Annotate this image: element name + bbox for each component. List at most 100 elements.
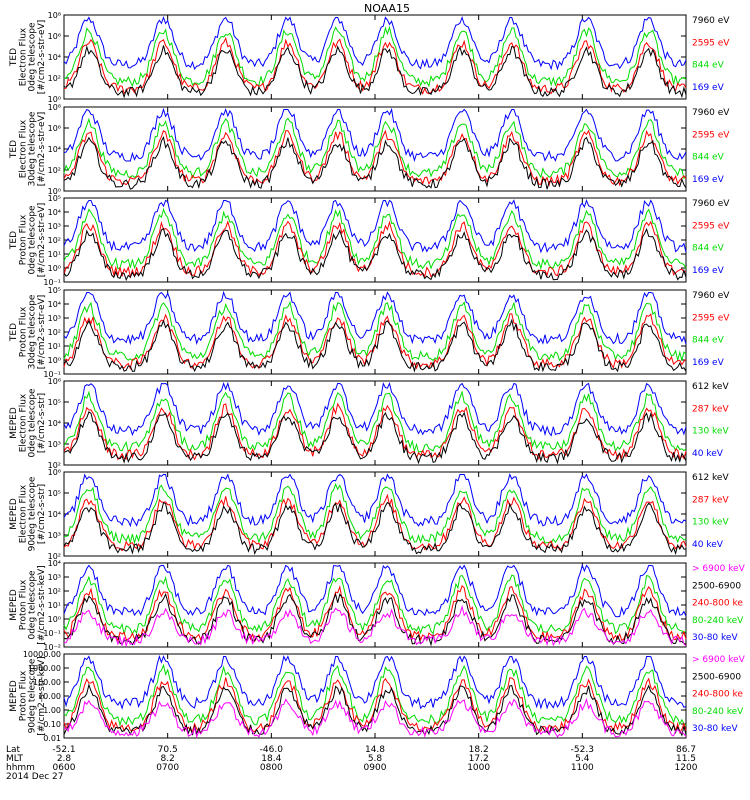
y-tick-label: 10²: [48, 74, 61, 83]
legend-entry: 240-800 ke: [692, 690, 743, 700]
y-axis-label: TEDElectron Flux30deg telescope[#/cm2-s-…: [9, 111, 47, 186]
trace-green: [63, 300, 687, 362]
y-tick-label: 10000.00: [23, 650, 61, 659]
y-axis-label: MEPEDElectron Flux0deg telescope[#/cm2-s…: [9, 388, 47, 458]
y-tick-label: 10⁴: [48, 300, 61, 309]
legend-entry: 2595 eV: [692, 313, 730, 323]
trace-blue: [63, 563, 687, 618]
footer-value: 14.8: [365, 745, 385, 755]
trace-black: [63, 501, 687, 556]
legend-entry: 287 keV: [692, 495, 729, 505]
trace-black: [63, 227, 687, 282]
legend-entry: 2595 eV: [692, 130, 730, 140]
legend-entry: 130 keV: [692, 427, 729, 437]
y-axis-label: TEDProton Flux30deg telescope[#/cm2-s-st…: [9, 294, 47, 369]
footer-value: 1100: [571, 763, 594, 773]
trace-red: [63, 402, 687, 461]
y-tick-label: 10⁻²: [43, 643, 61, 652]
footer-value: 5.4: [575, 754, 590, 764]
trace-blue: [63, 199, 687, 254]
legend-entry: 844 eV: [692, 244, 725, 254]
y-tick-label: 10⁰: [48, 95, 61, 104]
footer-value: -52.3: [571, 745, 594, 755]
y-tick-label: 10⁻¹: [43, 629, 61, 638]
y-tick-label: 10⁴: [48, 559, 61, 568]
y-tick-label: 10²: [48, 166, 61, 175]
legend-entry: 7960 eV: [692, 16, 730, 26]
legend-entry: 2595 eV: [692, 221, 730, 231]
trace-red: [63, 493, 687, 552]
footer-value: -52.1: [52, 745, 75, 755]
legend-entry: 40 keV: [692, 540, 724, 550]
trace-black: [63, 44, 687, 99]
y-tick-label: 10⁴: [48, 510, 61, 519]
y-tick-label: 10⁶: [48, 124, 61, 133]
footer-value: -46.0: [260, 745, 284, 755]
trace-green: [63, 207, 687, 271]
y-tick-label: 10⁶: [48, 377, 61, 386]
y-tick-label: 1000.00: [28, 664, 61, 673]
legend-entry: 169 eV: [692, 358, 725, 368]
y-tick-label: 10⁸: [48, 103, 61, 112]
y-tick-label: 10.00: [38, 692, 61, 701]
y-tick-label: 10⁶: [48, 32, 61, 41]
trace-green: [63, 482, 687, 545]
y-axis-label: MEPEDElectron Flux90deg telescope[#/cm2-…: [9, 476, 47, 551]
y-tick-label: 10⁰: [48, 356, 61, 365]
legend-entry: 169 eV: [692, 83, 725, 93]
figure-title: NOAA15: [364, 2, 410, 15]
y-tick-label: 10³: [48, 314, 61, 323]
footer-axis-labels: Lat -52.1 70.5 -46.0 14.8 18.2 -52.3 86.7 MLT 2.8…: [6, 745, 698, 782]
trace-blue: [63, 15, 687, 71]
legend-entry: 80-240 keV: [692, 707, 744, 717]
panel-8: 0.01 0.10 1.00 10.00 100.00 1000.00 10000.00ME…: [9, 650, 745, 743]
y-tick-label: 10³: [48, 531, 61, 540]
trace-green: [63, 574, 687, 635]
trace-red: [63, 313, 687, 371]
legend-entry: 30-80 keV: [692, 633, 738, 643]
y-tick-label: 10⁶: [48, 468, 61, 477]
y-tick-label: 10²: [48, 461, 61, 470]
legend-entry: 612 keV: [692, 473, 729, 483]
trace-green: [63, 25, 687, 88]
y-tick-label: 10⁴: [48, 53, 61, 62]
y-tick-label: 10²: [48, 587, 61, 596]
y-tick-label: 10⁰: [48, 615, 61, 624]
footer-value: 70.5: [158, 745, 178, 755]
trace-red: [63, 677, 687, 734]
trace-black: [63, 136, 687, 190]
footer-value: 1200: [675, 763, 698, 773]
trace-blue: [63, 381, 687, 437]
y-tick-label: 10⁵: [48, 398, 61, 407]
trace-green: [63, 663, 687, 727]
footer-row-label: hhmm: [6, 763, 35, 773]
y-tick-label: 10²: [48, 236, 61, 245]
footer-value: 8.2: [161, 754, 175, 764]
footer-value: 0700: [156, 763, 179, 773]
legend-entry: 287 keV: [692, 404, 729, 414]
y-tick-label: 10³: [48, 573, 61, 582]
y-tick-label: 10⁴: [48, 419, 61, 428]
y-tick-label: 10⁰: [48, 187, 61, 196]
footer-value: 18.2: [469, 745, 489, 755]
legend-entry: 130 keV: [692, 518, 729, 528]
legend-entry: 169 eV: [692, 266, 725, 276]
legend-entry: 7960 eV: [692, 108, 730, 118]
trace-magenta: [63, 604, 687, 648]
trace-black: [63, 318, 687, 373]
footer-value: 1000: [467, 763, 490, 773]
trace-red: [63, 129, 687, 187]
footer-value: 0600: [53, 763, 76, 773]
legend-entry: 30-80 keV: [692, 724, 738, 734]
footer-date: 2014 Dec 27: [6, 772, 64, 782]
legend-entry: > 6900 keV: [692, 655, 746, 665]
y-axis-label: MEPEDProton Flux0deg telescope[#/cm2-s-s…: [9, 565, 47, 644]
y-tick-label: 100.00: [33, 678, 61, 687]
